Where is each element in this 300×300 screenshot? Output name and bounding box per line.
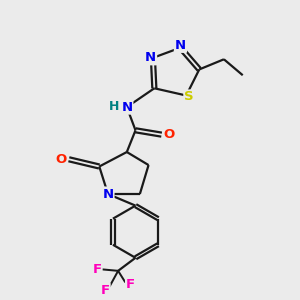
Text: N: N (102, 188, 113, 200)
Text: O: O (163, 128, 175, 141)
Text: H: H (109, 100, 119, 113)
Text: N: N (145, 51, 156, 64)
Text: S: S (184, 91, 194, 103)
Text: F: F (100, 284, 109, 297)
Text: N: N (175, 39, 186, 52)
Text: F: F (92, 263, 101, 276)
Text: O: O (55, 153, 66, 166)
Text: N: N (121, 100, 132, 114)
Text: F: F (126, 278, 135, 291)
